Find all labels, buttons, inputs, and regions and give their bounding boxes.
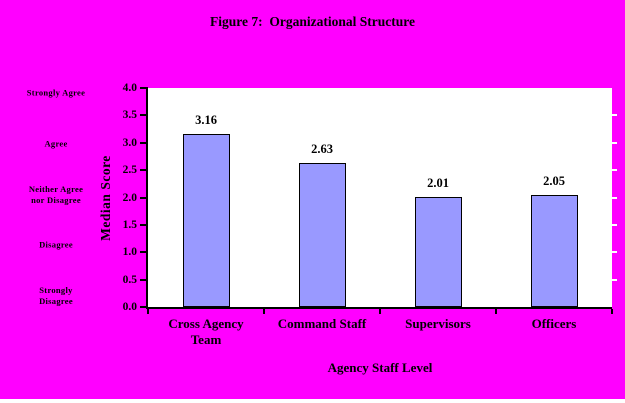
y-tick-mark-right xyxy=(612,251,617,253)
chart-title: Figure 7: Organizational Structure xyxy=(210,14,415,29)
x-axis-title: Agency Staff Level xyxy=(327,360,433,375)
y-tick-mark-right xyxy=(612,279,617,281)
bar-supervisors xyxy=(415,197,462,307)
y-tick-mark xyxy=(140,279,148,281)
x-category-label: Command Staff xyxy=(277,316,367,331)
y-tick-label: 2.5 xyxy=(122,164,137,176)
y-tick-mark xyxy=(140,251,148,253)
bar-value-label: 2.01 xyxy=(427,176,449,190)
x-category-label: Officers xyxy=(531,316,577,331)
y-tick-label: 3.5 xyxy=(122,109,137,121)
scale-annotation: Disagree xyxy=(39,239,73,250)
y-tick-mark xyxy=(140,87,148,89)
y-tick-mark-right xyxy=(612,114,617,116)
y-tick-label: 1.5 xyxy=(122,219,137,231)
y-tick-mark xyxy=(140,114,148,116)
scale-annotation: Neither Agree nor Disagree xyxy=(28,184,84,205)
scale-annotation: Agree xyxy=(44,138,68,149)
y-tick-label: 4.0 xyxy=(122,82,137,94)
y-tick-mark xyxy=(140,169,148,171)
x-tick-mark xyxy=(611,309,613,314)
y-tick-mark xyxy=(140,142,148,144)
y-tick-label: 0.5 xyxy=(122,274,137,286)
bar-cross-agency-team xyxy=(183,134,230,307)
bottom-edge-strip xyxy=(0,399,625,403)
y-tick-label: 1.0 xyxy=(122,246,137,258)
x-tick-mark xyxy=(495,309,497,314)
y-tick-mark xyxy=(140,224,148,226)
y-tick-label: 3.0 xyxy=(122,137,137,149)
x-tick-mark xyxy=(147,309,149,314)
bar-value-label: 2.05 xyxy=(543,174,565,188)
y-tick-label: 0.0 xyxy=(122,301,137,313)
x-tick-mark xyxy=(263,309,265,314)
y-tick-mark-right xyxy=(612,169,617,171)
y-tick-mark-right xyxy=(612,197,617,199)
y-tick-mark-right xyxy=(612,224,617,226)
bar-officers xyxy=(531,195,578,307)
x-tick-mark xyxy=(379,309,381,314)
y-tick-label: 2.0 xyxy=(122,192,137,204)
scale-annotation: Strongly Agree xyxy=(26,87,86,98)
bar-value-label: 2.63 xyxy=(311,142,333,156)
bar-command-staff xyxy=(299,163,346,307)
y-tick-mark xyxy=(140,197,148,199)
x-category-label: Cross Agency Team xyxy=(168,316,244,347)
x-category-label: Supervisors xyxy=(405,316,471,331)
scale-annotation: Strongly Disagree xyxy=(39,285,73,306)
y-tick-mark-right xyxy=(612,142,617,144)
bar-value-label: 3.16 xyxy=(195,113,217,127)
y-tick-mark xyxy=(140,306,148,308)
